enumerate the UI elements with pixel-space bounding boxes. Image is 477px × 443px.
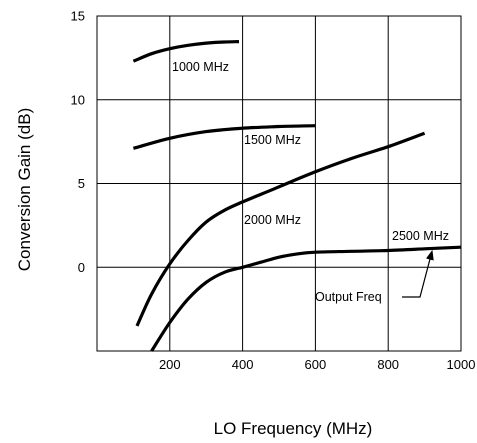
y-tick-label: 0 (78, 260, 85, 275)
y-tick-label: 5 (78, 176, 85, 191)
series-line-2500-mhz (150, 245, 462, 352)
annotations: Output Freq (315, 249, 434, 304)
x-tick-label: 1000 (447, 357, 476, 372)
plot-frame (96, 15, 462, 352)
x-axis-label: LO Frequency (MHz) (214, 419, 373, 438)
output-freq-arrow (402, 249, 434, 298)
series-lines (132, 40, 462, 352)
y-tick-label: 10 (71, 92, 85, 107)
x-tick-label: 800 (377, 357, 399, 372)
series-line-2000-mhz (135, 131, 426, 327)
x-tick-label: 400 (232, 357, 254, 372)
y-tick-label: 15 (71, 9, 85, 24)
x-tick-label: 600 (305, 357, 327, 372)
series-labels: 1000 MHz 1500 MHz 2000 MHz 2500 MHz (172, 60, 449, 243)
series-label: 2500 MHz (392, 229, 449, 243)
series-label: 2000 MHz (244, 213, 301, 227)
tick-labels: 200 400 600 800 1000 0 5 10 15 (71, 9, 476, 373)
x-tick-label: 200 (159, 357, 181, 372)
series-label: 1000 MHz (172, 60, 229, 74)
y-axis-label: Conversion Gain (dB) (15, 108, 34, 271)
grid (97, 16, 461, 351)
series-line-1000-mhz (132, 40, 240, 63)
output-freq-label: Output Freq (315, 290, 382, 304)
series-label: 1500 MHz (244, 133, 301, 147)
series-line-1500-mhz (132, 124, 316, 150)
